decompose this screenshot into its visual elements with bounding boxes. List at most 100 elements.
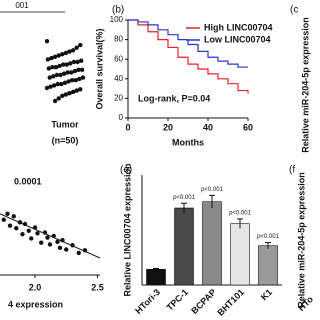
y-tick-label: 80 [114, 35, 123, 44]
significance-label: p<0.001 [229, 211, 252, 217]
x-tick-label: 2.0 [29, 282, 42, 292]
dot [52, 98, 58, 104]
x-axis-label: Months [172, 137, 204, 147]
panel-label: (e) [120, 165, 132, 176]
dot [75, 59, 80, 65]
dot [79, 67, 85, 73]
dot [62, 80, 68, 86]
x-tick-label: BHT101 [215, 287, 246, 318]
dot [53, 65, 59, 70]
dot [66, 79, 71, 84]
dot [64, 62, 70, 67]
point [35, 231, 40, 236]
dot [69, 70, 74, 75]
y-tick-label: 100 [110, 15, 124, 24]
dot [52, 83, 57, 88]
y-tick-label: 0 [119, 113, 124, 122]
significance-label: p<0.001 [201, 187, 224, 193]
dot [70, 78, 75, 83]
dot [61, 62, 66, 67]
point [7, 223, 13, 228]
dot [78, 42, 83, 48]
dot [55, 81, 60, 87]
dot [47, 75, 52, 80]
point [20, 232, 25, 237]
dot [77, 76, 82, 82]
panel-label: (c [290, 5, 298, 16]
point [32, 225, 38, 230]
dot [79, 58, 84, 63]
survival-line [128, 19, 249, 94]
point [64, 247, 69, 252]
dot [71, 59, 77, 65]
point [55, 239, 60, 245]
x-tick-label: TPC-1 [165, 287, 190, 312]
dot [70, 48, 76, 53]
dot [52, 54, 58, 59]
annotation: Log-rank, P=0.04 [138, 93, 210, 103]
y-axis-label: Relative miR-204-5p expression [300, 17, 310, 153]
bar [146, 268, 166, 286]
x-axis-label: 4 expression [8, 299, 63, 309]
y-axis-label: Relative LINC00704 expression [122, 163, 132, 296]
bar [174, 207, 194, 286]
dot [74, 88, 79, 93]
point [60, 237, 65, 243]
category-note: (n=50) [52, 135, 79, 145]
bar [230, 223, 250, 286]
dot [80, 75, 86, 80]
point [1, 217, 6, 222]
point [5, 211, 10, 216]
dot [60, 52, 65, 57]
error-bar [209, 194, 215, 208]
point [70, 243, 75, 248]
point [51, 233, 56, 239]
error-bar [153, 268, 159, 271]
significance-label: p<0.001 [257, 234, 280, 240]
point [14, 226, 19, 231]
dot [63, 50, 69, 56]
point [82, 248, 88, 253]
point [26, 228, 31, 233]
point [57, 245, 63, 250]
dot [76, 67, 81, 73]
x-tick-label: HTori-3 [133, 287, 162, 316]
x-tick-label: 60 [243, 122, 253, 132]
bar [258, 245, 278, 286]
x-tick-label: 20 [163, 122, 173, 132]
point [45, 235, 50, 240]
dot [60, 93, 65, 99]
dot [54, 72, 60, 78]
dot [50, 65, 55, 70]
point [11, 214, 16, 219]
dot [67, 49, 72, 54]
dot [44, 85, 50, 91]
dot [74, 45, 79, 50]
dot [59, 81, 64, 87]
dot [45, 57, 51, 62]
error-bar [237, 218, 243, 229]
dot [72, 68, 78, 74]
dot [44, 39, 50, 44]
legend-label: Low LINC00704 [204, 34, 271, 44]
error-bar [181, 202, 187, 213]
y-tick-label: 60 [114, 54, 123, 63]
legend-label: High LINC00704 [204, 22, 273, 32]
dot [58, 72, 63, 78]
dot [57, 63, 62, 69]
panel-label: (f [289, 165, 295, 176]
panel-label: (b) [112, 5, 124, 16]
dot [61, 71, 67, 76]
annotation: 001 [15, 1, 29, 10]
x-tick-label: 40 [203, 122, 213, 132]
dot [51, 74, 56, 79]
point [29, 236, 34, 241]
x-tick-label: 0 [125, 122, 130, 132]
bar [202, 201, 222, 286]
dot [67, 91, 72, 96]
dot [65, 70, 70, 75]
point [42, 230, 48, 235]
annotation: 0.0001 [14, 176, 42, 186]
x-tick-label: 2.5 [91, 282, 104, 292]
